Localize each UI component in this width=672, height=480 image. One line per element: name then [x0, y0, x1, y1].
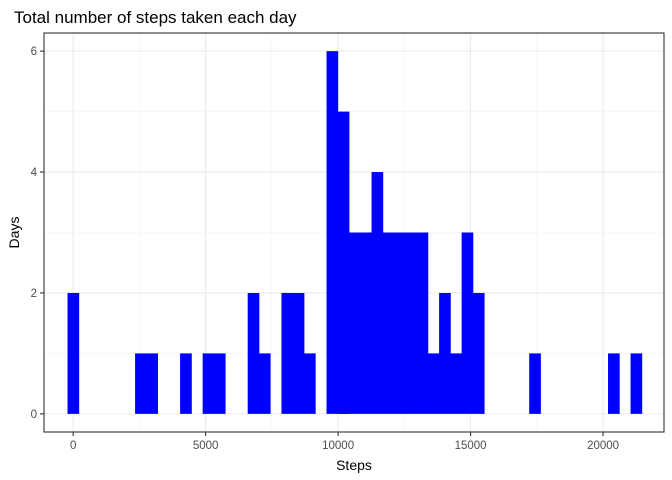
histogram-bar [472, 292, 485, 414]
histogram-bar [371, 172, 384, 414]
y-tick-label: 0 [31, 409, 37, 421]
histogram-bar [608, 353, 620, 414]
x-tick-label: 5000 [193, 440, 219, 452]
histogram-bars [67, 51, 643, 414]
histogram-bar [135, 353, 147, 414]
histogram-bar [292, 292, 305, 414]
histogram-bar [382, 232, 395, 414]
histogram-bar [405, 232, 417, 414]
histogram-bar [213, 353, 226, 414]
histogram-bar [281, 292, 294, 414]
histogram-bar [439, 292, 451, 414]
histogram-bar [326, 51, 339, 414]
histogram-bar [461, 232, 474, 414]
y-tick-label: 4 [31, 167, 38, 179]
x-tick-label: 20000 [587, 440, 619, 452]
chart-title: Total number of steps taken each day [14, 8, 297, 27]
histogram-bar [247, 292, 260, 414]
x-axis-label: Steps [336, 457, 372, 473]
histogram-bar [529, 353, 541, 414]
histogram-bar [258, 353, 271, 414]
histogram-bar [180, 353, 192, 414]
x-axis: 0 5000 10000 15000 20000 [70, 432, 619, 452]
y-axis: 0 2 4 6 [31, 46, 44, 421]
y-axis-label: Days [6, 217, 22, 249]
histogram-bar [146, 353, 159, 414]
histogram-bar [427, 353, 440, 414]
histogram-bar [630, 353, 643, 414]
y-tick-label: 6 [31, 46, 37, 58]
histogram-bar [394, 232, 406, 414]
histogram-bar [67, 292, 80, 414]
histogram-bar [202, 353, 215, 414]
histogram-bar [360, 232, 372, 414]
plot-panel [43, 32, 665, 433]
x-tick-label: 15000 [455, 440, 487, 452]
y-tick-label: 2 [31, 288, 37, 300]
histogram-bar [303, 353, 316, 414]
x-tick-label: 10000 [322, 440, 354, 452]
histogram-bar [416, 232, 429, 414]
histogram-bar [450, 353, 463, 414]
histogram-bar [337, 111, 350, 414]
histogram-bar [349, 232, 361, 414]
x-tick-label: 0 [70, 440, 76, 452]
